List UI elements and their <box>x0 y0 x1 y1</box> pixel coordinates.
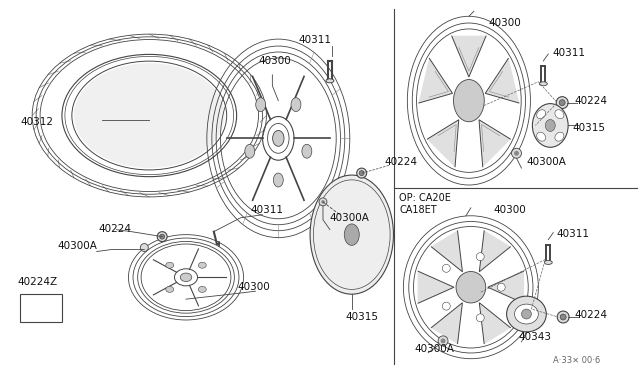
Ellipse shape <box>537 132 546 141</box>
Text: CA18ET: CA18ET <box>399 205 437 215</box>
Ellipse shape <box>545 119 556 131</box>
Text: 40300: 40300 <box>489 18 522 28</box>
Ellipse shape <box>198 262 206 268</box>
Text: 40224: 40224 <box>385 157 417 167</box>
Ellipse shape <box>522 309 531 319</box>
Ellipse shape <box>544 260 552 264</box>
Ellipse shape <box>514 151 519 156</box>
Ellipse shape <box>256 98 266 112</box>
Ellipse shape <box>556 97 568 109</box>
Polygon shape <box>479 230 511 272</box>
Polygon shape <box>418 271 454 304</box>
Ellipse shape <box>537 110 546 119</box>
Text: 40224Z: 40224Z <box>17 277 58 287</box>
Polygon shape <box>485 58 519 103</box>
Text: 40312: 40312 <box>20 118 53 128</box>
Polygon shape <box>488 271 524 304</box>
Ellipse shape <box>438 336 448 346</box>
Ellipse shape <box>321 200 324 203</box>
Ellipse shape <box>476 253 484 261</box>
Ellipse shape <box>456 272 486 303</box>
Ellipse shape <box>442 264 451 272</box>
Polygon shape <box>452 36 486 77</box>
Ellipse shape <box>540 82 547 86</box>
Ellipse shape <box>507 296 547 332</box>
Text: 40300: 40300 <box>259 56 291 66</box>
Text: 40224: 40224 <box>574 96 607 106</box>
Ellipse shape <box>476 314 484 322</box>
Ellipse shape <box>319 198 327 206</box>
Text: 40343: 40343 <box>518 332 552 342</box>
Text: 40300A: 40300A <box>527 157 566 167</box>
Ellipse shape <box>166 286 173 292</box>
Ellipse shape <box>140 244 148 251</box>
Polygon shape <box>427 120 459 167</box>
Ellipse shape <box>273 173 284 187</box>
Text: 40311: 40311 <box>298 35 331 45</box>
Text: A·33✕ 00·6: A·33✕ 00·6 <box>553 356 600 365</box>
Ellipse shape <box>454 80 484 122</box>
Ellipse shape <box>326 79 334 83</box>
Ellipse shape <box>157 232 167 241</box>
Text: 40300: 40300 <box>237 282 270 292</box>
Ellipse shape <box>74 63 225 168</box>
Text: 40224: 40224 <box>574 310 607 320</box>
Bar <box>20 294 62 322</box>
Ellipse shape <box>291 98 301 112</box>
Text: 40315: 40315 <box>572 124 605 134</box>
Ellipse shape <box>511 148 522 158</box>
Ellipse shape <box>166 262 173 268</box>
Ellipse shape <box>302 144 312 158</box>
Ellipse shape <box>245 144 255 158</box>
Ellipse shape <box>344 224 359 246</box>
Ellipse shape <box>359 171 364 176</box>
Ellipse shape <box>321 241 334 251</box>
Ellipse shape <box>532 104 568 147</box>
Text: 40315: 40315 <box>346 312 379 322</box>
Text: 40311: 40311 <box>552 48 585 58</box>
Text: 40300: 40300 <box>493 205 527 215</box>
Text: 40300A: 40300A <box>330 213 370 223</box>
Polygon shape <box>419 58 452 103</box>
Ellipse shape <box>560 314 566 320</box>
Ellipse shape <box>440 339 445 343</box>
Ellipse shape <box>347 264 356 279</box>
Text: 40300A: 40300A <box>57 241 97 251</box>
Ellipse shape <box>160 234 164 239</box>
Text: 40224: 40224 <box>99 224 132 234</box>
Text: 40311: 40311 <box>250 205 284 215</box>
Polygon shape <box>479 303 511 344</box>
Ellipse shape <box>369 241 383 251</box>
Polygon shape <box>479 120 511 167</box>
Text: 40311: 40311 <box>556 229 589 239</box>
Ellipse shape <box>497 283 505 291</box>
Text: 40300A: 40300A <box>414 344 454 354</box>
Ellipse shape <box>557 311 569 323</box>
Ellipse shape <box>442 302 451 310</box>
Ellipse shape <box>310 175 394 294</box>
Ellipse shape <box>356 168 367 178</box>
Ellipse shape <box>555 132 564 141</box>
Polygon shape <box>431 303 463 344</box>
Ellipse shape <box>180 273 192 282</box>
Polygon shape <box>431 230 463 272</box>
Ellipse shape <box>515 304 538 324</box>
Ellipse shape <box>273 131 284 146</box>
Ellipse shape <box>331 198 342 211</box>
Text: OP: CA20E: OP: CA20E <box>399 193 451 203</box>
Ellipse shape <box>559 100 565 106</box>
Ellipse shape <box>198 286 206 292</box>
Ellipse shape <box>361 198 372 211</box>
Ellipse shape <box>555 110 564 119</box>
